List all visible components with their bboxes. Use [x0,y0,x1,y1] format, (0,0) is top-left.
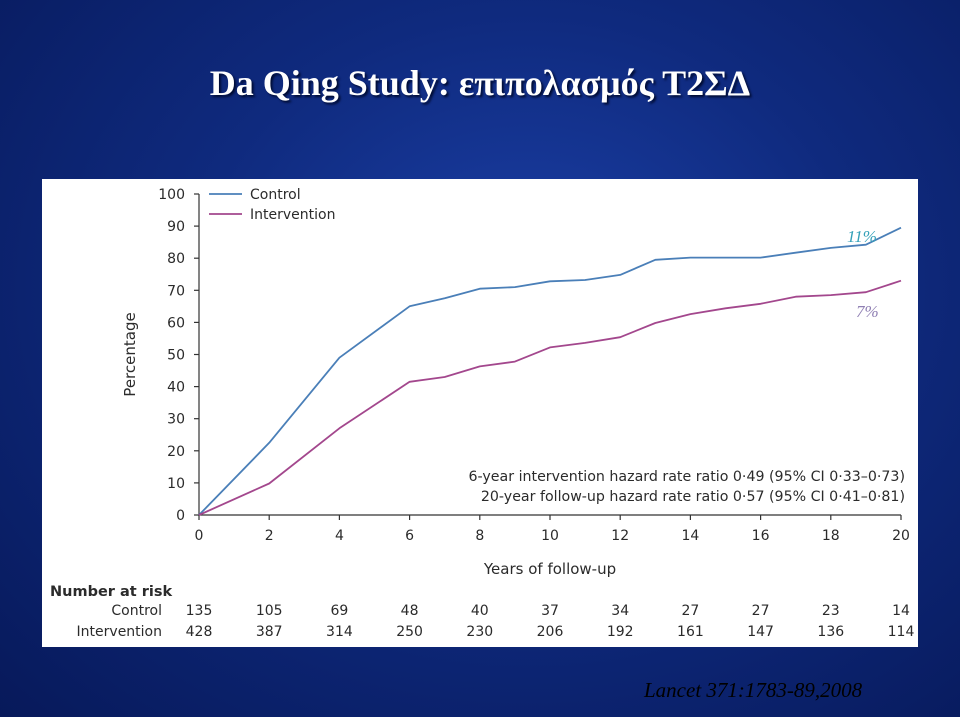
risk-value: 40 [471,603,489,619]
x-tick-label: 2 [265,528,274,544]
x-tick-label: 4 [335,528,344,544]
slide-title: Da Qing Study: επιπολασμός Τ2ΣΔ [209,63,751,103]
y-tick-label: 60 [167,315,185,331]
y-tick-label: 50 [167,348,185,364]
y-tick-label: 90 [167,219,185,235]
risk-value: 14 [892,603,910,619]
end-label-control: 11% [847,227,877,246]
x-tick-label: 20 [892,528,910,544]
y-tick-label: 0 [176,508,185,524]
series-line-control [198,226,902,516]
risk-value: 136 [817,624,844,640]
risk-value: 387 [256,624,283,640]
y-axis: 0 10 20 30 40 50 60 70 80 90 100 Percentage [121,187,200,524]
risk-value: 250 [396,624,423,640]
risk-value: 23 [822,603,840,619]
risk-value: 147 [747,624,774,640]
risk-value: 428 [186,624,213,640]
y-tick-label: 80 [167,251,185,267]
hazard-annotations: 6-year intervention hazard rate ratio 0·… [469,469,905,505]
y-tick-label: 100 [158,187,185,203]
y-tick-label: 20 [167,444,185,460]
x-tick-label: 12 [611,528,629,544]
x-tick-label: 14 [681,528,699,544]
end-label-intervention: 7% [856,302,879,321]
incidence-chart: 0 10 20 30 40 50 60 70 80 90 100 Percentage 0 2 4 6 8 10… [50,187,914,640]
y-tick-label: 40 [167,380,185,396]
series-lines [198,226,902,516]
risk-value: 105 [256,603,283,619]
risk-value: 230 [466,624,493,640]
risk-value: 161 [677,624,704,640]
risk-value: 37 [541,603,559,619]
end-labels: 11% 7% [847,227,879,321]
legend-label-intervention: Intervention [250,207,335,223]
x-tick-label: 10 [541,528,559,544]
risk-table: Number at risk Control 135 105 69 48 40 37 34 27 2… [50,584,914,640]
series-line-intervention [198,279,902,516]
y-axis-label: Percentage [121,312,139,396]
risk-value: 114 [888,624,915,640]
y-tick-label: 30 [167,412,185,428]
citation: Lancet 371:1783-89,2008 [644,678,863,702]
x-axis: 0 2 4 6 8 10 12 14 16 18 20 Years of follow-up [195,514,910,578]
chart-panel: 0 10 20 30 40 50 60 70 80 90 100 Percentage 0 2 4 6 8 10… [42,179,918,647]
risk-value: 192 [607,624,634,640]
x-tick-label: 18 [822,528,840,544]
risk-value: 314 [326,624,353,640]
x-tick-label: 16 [752,528,770,544]
legend-label-control: Control [250,187,301,203]
y-tick-label: 70 [167,283,185,299]
hazard-annotation: 20-year follow-up hazard rate ratio 0·57… [481,489,905,505]
risk-value: 48 [401,603,419,619]
x-axis-label: Years of follow-up [483,560,616,578]
risk-value: 27 [752,603,770,619]
risk-value: 206 [537,624,564,640]
x-tick-label: 8 [475,528,484,544]
risk-value: 135 [186,603,213,619]
risk-value: 34 [611,603,629,619]
risk-row-label: Control [111,603,162,619]
y-tick-label: 10 [167,476,185,492]
risk-table-title: Number at risk [50,584,172,600]
legend: Control Intervention [209,187,335,223]
x-tick-label: 6 [405,528,414,544]
hazard-annotation: 6-year intervention hazard rate ratio 0·… [469,469,905,485]
risk-value: 69 [330,603,348,619]
risk-row-label: Intervention [77,624,162,640]
risk-value: 27 [681,603,699,619]
x-tick-label: 0 [195,528,204,544]
